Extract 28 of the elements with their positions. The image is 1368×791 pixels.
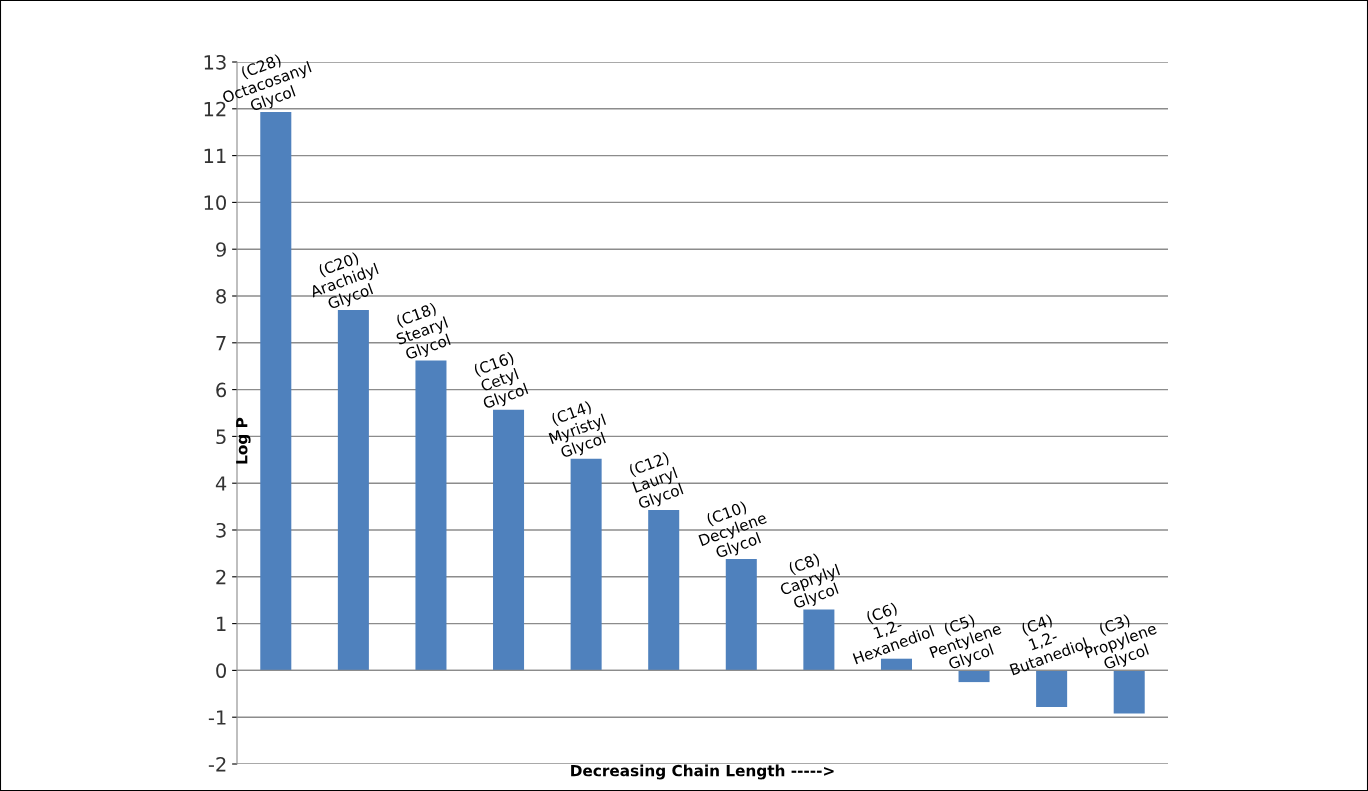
y-tick-label: 11 [204,148,226,163]
bar [1113,670,1145,714]
bar [648,509,680,671]
y-tick-label: 7 [216,336,226,351]
bar [260,112,292,671]
bar [337,310,369,671]
y-tick-label: 4 [215,476,227,491]
y-tick-label: 3 [216,522,226,538]
y-tick-label: 9 [216,242,226,257]
x-axis-title: Decreasing Chain Length -----> [571,764,834,780]
bar [958,670,990,683]
y-axis-title: Log P [236,417,251,464]
y-tick-label: -2 [208,756,226,772]
bar [725,559,757,671]
bar [570,458,602,671]
y-tick-label: 12 [204,101,226,117]
y-tick-label: 10 [204,195,226,211]
bar [415,360,447,671]
y-tick-label: 8 [216,288,226,304]
y-tick-label: 0 [216,663,226,679]
y-tick-label: 5 [216,429,226,445]
x-tick-label: (C16) Cetyl Glycol [473,351,530,412]
bar [803,609,835,671]
y-tick-label: 6 [216,382,227,398]
bar [493,409,525,671]
y-tick-label: 2 [216,569,226,585]
y-tick-label: -1 [208,710,226,725]
y-tick-label: 1 [217,616,226,631]
